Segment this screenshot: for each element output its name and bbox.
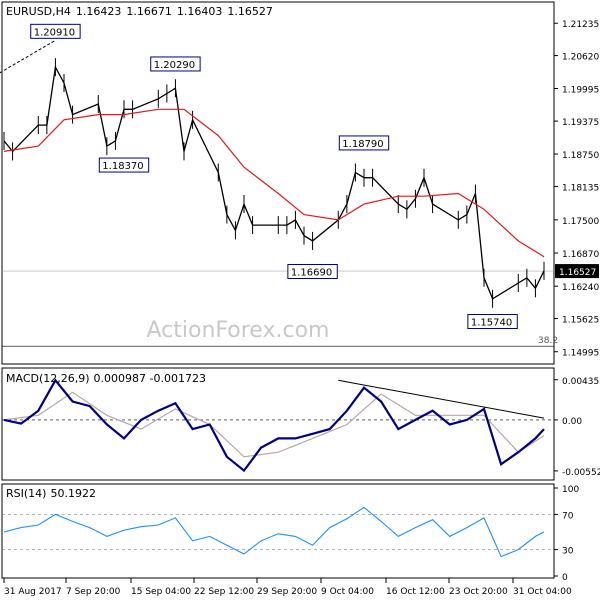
price-annotation-label: 1.16690 [291, 267, 332, 278]
price-ytick-label: 1.20620 [562, 53, 599, 63]
price-trendline [0, 39, 56, 74]
macd-panel [1, 367, 555, 481]
x-axis-label: 31 Oct 04:00 [513, 587, 572, 597]
price-panel [1, 1, 555, 365]
rsi-panel-content: 100 70 30 0 [2, 485, 579, 583]
price-annotation-box [467, 314, 518, 330]
price-annotation-box [338, 135, 390, 151]
price-ytick-label: 1.18750 [562, 151, 599, 161]
x-axis-label: 31 Aug 2017 [4, 587, 62, 597]
rsi-ytick-label: 100 [562, 485, 579, 495]
price-ytick-label: 1.19995 [562, 85, 599, 95]
price-annotation-label: 1.20910 [34, 27, 75, 38]
price-annotation-label: 1.20290 [154, 60, 195, 71]
rsi-ytick-label: 0 [562, 573, 568, 583]
rsi-ytick-label: 70 [562, 511, 574, 521]
price-series-line [3, 65, 545, 300]
price-annotation-box [98, 157, 150, 173]
x-axis-label: 23 Oct 20:00 [449, 587, 508, 597]
rsi-panel [1, 483, 555, 579]
macd-ytick-label: -0.005528 [562, 468, 600, 478]
x-axis: 31 Aug 2017 7 Sep 20:00 15 Sep 04:00 22 Sep… [3, 578, 572, 597]
x-axis-label: 7 Sep 20:00 [66, 587, 121, 597]
price-annotation-box [150, 56, 201, 72]
rsi-header: RSI(14) 50.1922 [6, 487, 96, 500]
price-panel-content: 1.21235 1.20620 1.19995 1.19375 1.18750 1.181… [0, 20, 599, 359]
macd-ytick-label: 0.004358 [562, 377, 600, 387]
macd-trendline [338, 379, 545, 419]
current-price-badge [555, 264, 599, 279]
watermark: ActionForex.com [147, 318, 330, 343]
current-price-badge-label: 1.16527 [559, 268, 596, 278]
x-axis-label: 15 Sep 04:00 [131, 587, 191, 597]
price-ytick-label: 1.18135 [562, 183, 599, 193]
macd-line [3, 378, 545, 473]
price-ytick-label: 1.14995 [562, 349, 599, 359]
price-annotation-label: 1.18790 [342, 139, 383, 150]
price-ytick-label: 1.17500 [562, 217, 599, 227]
macd-panel-content: 0.004358 0.00 -0.005528 [2, 377, 600, 478]
price-ytick-label: 1.15625 [562, 316, 599, 326]
macd-header: MACD(12,26,9) 0.000987 -0.001723 [6, 372, 206, 385]
price-header: EURUSD,H4 1.16423 1.16671 1.16403 1.16527 [6, 5, 273, 18]
x-axis-label: 16 Oct 12:00 [386, 587, 445, 597]
price-ytick-label: 1.21235 [562, 20, 599, 30]
price-ytick-label: 1.16240 [562, 283, 599, 293]
x-axis-label: 29 Sep 20:00 [257, 587, 317, 597]
ma-series-line [3, 108, 545, 258]
macd-ytick-label: 0.00 [562, 417, 582, 427]
macd-signal-line [3, 391, 545, 458]
rsi-line [3, 506, 545, 558]
price-annotation-box [30, 23, 81, 39]
x-axis-label: 9 Oct 04:00 [321, 587, 374, 597]
price-annotation-label: 1.15740 [471, 318, 512, 329]
rsi-ytick-label: 30 [562, 547, 574, 557]
price-annotation-box [287, 263, 338, 279]
price-ytick-label: 1.19375 [562, 118, 599, 128]
price-annotation-label: 1.18370 [102, 161, 143, 172]
x-axis-label: 22 Sep 12:00 [194, 587, 254, 597]
price-ytick-label: 1.16870 [562, 250, 599, 260]
fib-level-label: 38.2 [538, 336, 558, 346]
